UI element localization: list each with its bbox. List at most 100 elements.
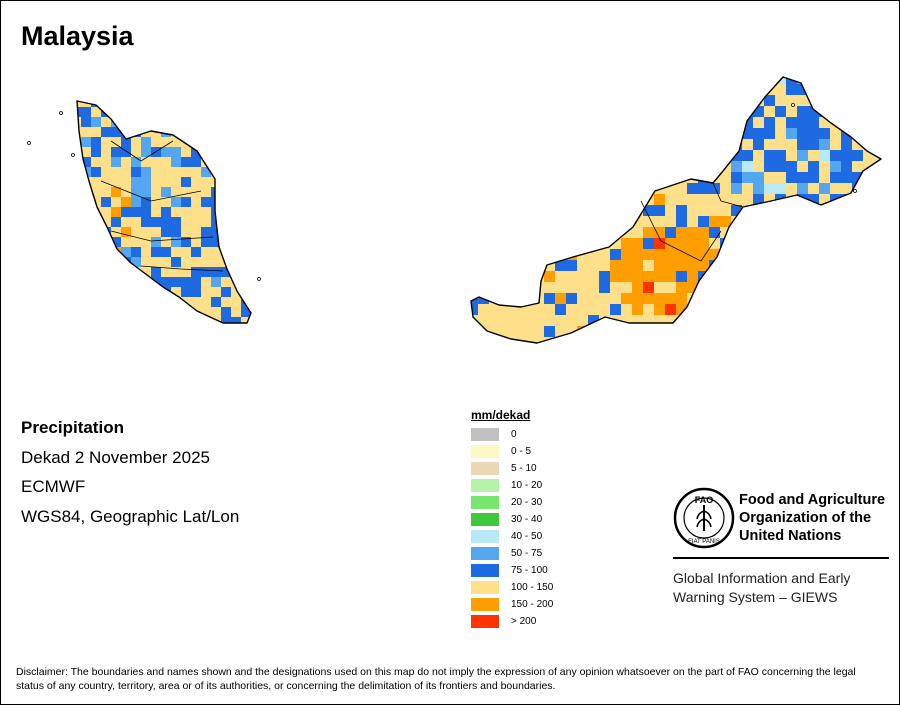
precip-cell	[151, 237, 161, 247]
precip-cell	[764, 282, 775, 293]
island	[257, 277, 261, 281]
precip-cell	[819, 128, 830, 139]
precip-cell	[231, 247, 241, 257]
precip-cell	[522, 304, 533, 315]
precip-cell	[533, 77, 544, 84]
precip-cell	[171, 157, 181, 167]
precip-cell	[632, 227, 643, 238]
precip-cell	[643, 326, 654, 337]
precip-cell	[830, 128, 841, 139]
period-label: Dekad 2 November 2025	[21, 447, 211, 467]
precip-cell	[665, 117, 676, 128]
precip-cell	[863, 315, 874, 326]
precip-cell	[874, 282, 881, 293]
precip-cell	[81, 147, 91, 157]
precip-cell	[665, 183, 676, 194]
precip-cell	[81, 117, 91, 127]
precip-cell	[731, 161, 742, 172]
precip-cell	[478, 95, 489, 106]
precip-cell	[731, 172, 742, 183]
precip-cell	[211, 197, 221, 207]
precip-cell	[687, 337, 698, 343]
precip-cell	[610, 337, 621, 343]
precip-cell	[522, 293, 533, 304]
disclaimer: Disclaimer: The boundaries and names sho…	[16, 666, 856, 692]
precip-cell	[863, 95, 874, 106]
precip-cell	[131, 197, 141, 207]
precip-cell	[131, 317, 141, 323]
precip-cell	[181, 101, 191, 107]
precip-cell	[161, 277, 171, 287]
precip-cell	[171, 187, 181, 197]
precip-cell	[101, 117, 111, 127]
precip-cell	[775, 84, 786, 95]
precip-cell	[764, 183, 775, 194]
precip-cell	[698, 205, 709, 216]
precip-cell	[101, 317, 111, 323]
precip-cell	[687, 172, 698, 183]
precip-cell	[201, 137, 211, 147]
precip-cell	[522, 95, 533, 106]
precip-cell	[544, 139, 555, 150]
precip-cell	[863, 227, 874, 238]
precip-cell	[665, 227, 676, 238]
precip-cell	[621, 183, 632, 194]
precip-cell	[121, 277, 131, 287]
precip-cell	[852, 117, 863, 128]
precip-cell	[131, 237, 141, 247]
precip-cell	[544, 260, 555, 271]
precip-cell	[141, 237, 151, 247]
precip-cell	[161, 147, 171, 157]
precip-cell	[698, 194, 709, 205]
precip-cell	[111, 177, 121, 187]
precip-cell	[709, 238, 720, 249]
precip-cell	[676, 304, 687, 315]
precip-cell	[161, 267, 171, 277]
precip-cell	[698, 77, 709, 84]
precip-cell	[797, 326, 808, 337]
precip-cell	[478, 77, 489, 84]
precip-cell	[500, 260, 511, 271]
precip-cell	[191, 267, 201, 277]
precip-cell	[654, 205, 665, 216]
precip-cell	[709, 271, 720, 282]
precip-cell	[111, 237, 121, 247]
precip-cell	[191, 107, 201, 117]
precip-cell	[786, 337, 797, 343]
precip-cell	[841, 337, 852, 343]
precip-cell	[121, 267, 131, 277]
precip-cell	[588, 304, 599, 315]
precip-cell	[211, 247, 221, 257]
precip-cell	[221, 117, 231, 127]
precip-cell	[221, 107, 231, 117]
precip-cell	[241, 307, 251, 317]
precip-cell	[251, 257, 261, 267]
precip-cell	[874, 117, 881, 128]
precip-cell	[797, 183, 808, 194]
precip-cell	[471, 77, 478, 84]
precip-cell	[201, 297, 211, 307]
precip-cell	[231, 117, 241, 127]
precip-cell	[500, 271, 511, 282]
precip-cell	[489, 304, 500, 315]
precip-cell	[632, 337, 643, 343]
precip-cell	[577, 172, 588, 183]
precip-cell	[808, 205, 819, 216]
precip-cell	[221, 167, 231, 177]
precip-cell	[676, 238, 687, 249]
precip-cell	[797, 84, 808, 95]
precip-cell	[171, 317, 181, 323]
precip-cell	[632, 84, 643, 95]
precip-cell	[731, 95, 742, 106]
precip-cell	[577, 238, 588, 249]
precip-cell	[555, 238, 566, 249]
precip-cell	[141, 117, 151, 127]
precip-cell	[81, 307, 91, 317]
precip-cell	[797, 227, 808, 238]
precip-cell	[808, 282, 819, 293]
precip-cell	[588, 150, 599, 161]
precip-cell	[161, 107, 171, 117]
precip-cell	[874, 106, 881, 117]
precip-cell	[742, 337, 753, 343]
precip-cell	[764, 128, 775, 139]
